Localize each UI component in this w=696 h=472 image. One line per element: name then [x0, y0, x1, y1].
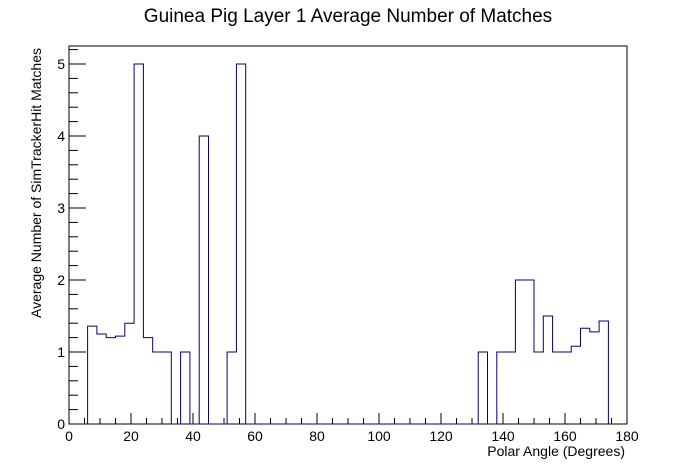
- y-tick-label: 2: [57, 272, 65, 288]
- histogram-bin: [143, 338, 152, 424]
- x-tick-label: 40: [185, 428, 201, 444]
- x-tick-label: 120: [429, 428, 453, 444]
- y-axis-title: Average Number of SimTrackerHit Matches: [28, 48, 44, 318]
- histogram-bin: [162, 352, 171, 424]
- chart-title: Guinea Pig Layer 1 Average Number of Mat…: [143, 6, 553, 27]
- x-tick-label: 20: [123, 428, 139, 444]
- histogram-bin: [590, 332, 599, 424]
- y-tick-label: 0: [57, 416, 65, 432]
- x-tick-label: 60: [247, 428, 263, 444]
- histogram-line: [87, 63, 609, 425]
- histogram-bin: [553, 352, 562, 424]
- histogram-bin: [106, 338, 115, 424]
- x-tick-label: 180: [615, 428, 639, 444]
- histogram-bin: [134, 64, 143, 424]
- histogram-bin: [515, 280, 524, 424]
- x-tick-label: 140: [491, 428, 515, 444]
- x-tick-label: 80: [309, 428, 325, 444]
- histogram-bin: [227, 352, 236, 424]
- y-tick-label: 1: [57, 344, 65, 360]
- axis-ticks: [68, 49, 628, 425]
- histogram-bin: [543, 316, 552, 424]
- histogram-bin: [116, 336, 125, 424]
- x-tick-label: 160: [553, 428, 577, 444]
- x-tick-label: 100: [367, 428, 391, 444]
- histogram-bin: [88, 326, 97, 424]
- histogram-bin: [125, 323, 134, 424]
- histogram-bin: [236, 64, 245, 424]
- y-tick-label: 5: [57, 56, 65, 72]
- histogram-bin: [199, 136, 208, 424]
- histogram-bin: [478, 352, 487, 424]
- histogram-bin: [506, 352, 515, 424]
- histogram-bin: [599, 321, 608, 424]
- histogram-bin: [571, 346, 580, 424]
- y-tick-label: 3: [57, 200, 65, 216]
- x-axis-title: Polar Angle (Degrees): [487, 443, 625, 459]
- plot-frame: [68, 45, 628, 425]
- histogram-bin: [153, 352, 162, 424]
- histogram-bin: [581, 328, 590, 424]
- histogram-bin: [181, 352, 190, 424]
- histogram-bin: [525, 280, 534, 424]
- histogram-bin: [562, 352, 571, 424]
- histogram-bins: [88, 64, 609, 424]
- y-tick-label: 4: [57, 128, 65, 144]
- x-tick-label: 0: [65, 428, 73, 444]
- histogram-bin: [497, 352, 506, 424]
- histogram-bin: [534, 352, 543, 424]
- tick-labels: 0 20 40 60 80 100 120 140 160 180 0 1 2 3 4 5: [57, 56, 639, 444]
- histogram-bin: [97, 334, 106, 424]
